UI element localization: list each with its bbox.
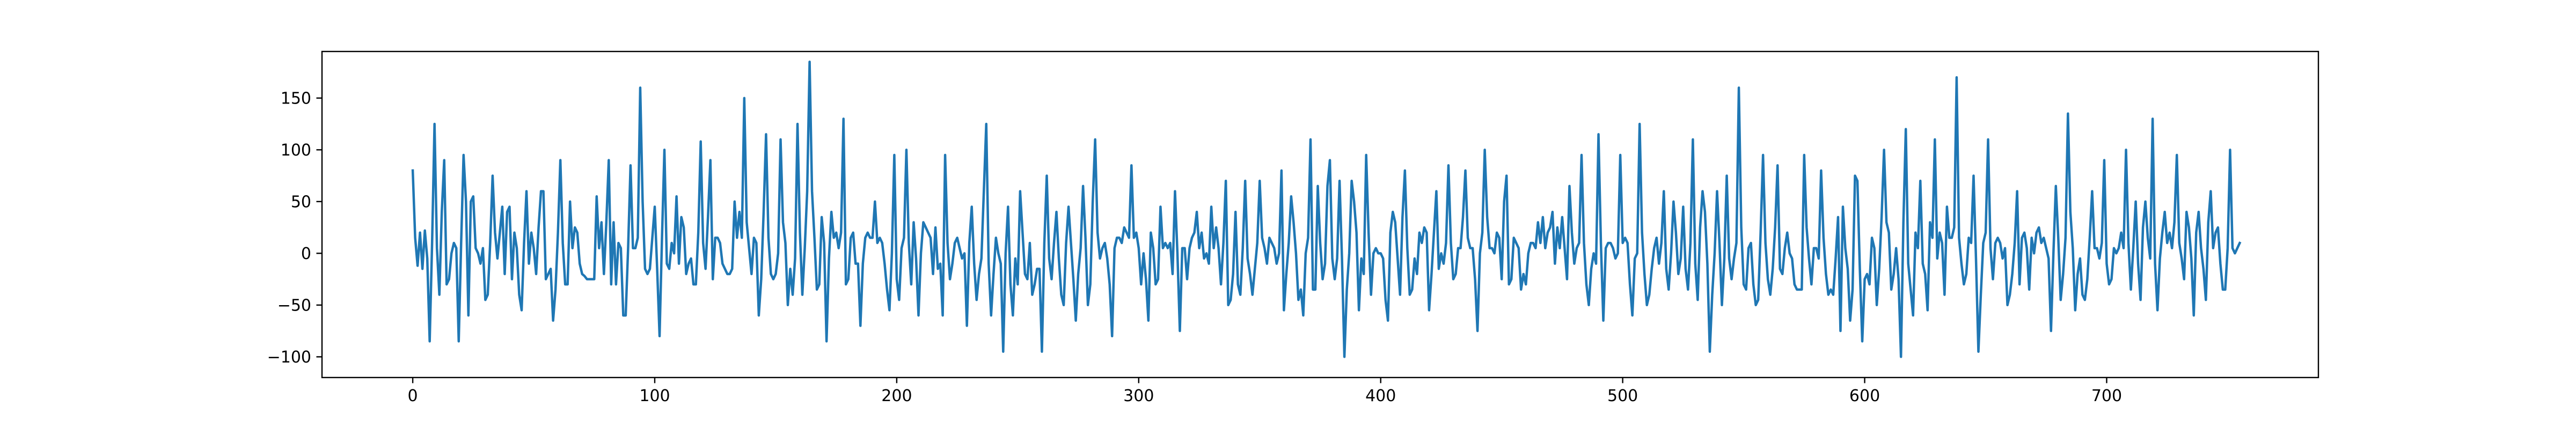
series-line-0 [411, 61, 2242, 358]
plot-frame [321, 50, 2319, 379]
y-tick-label: −50 [277, 296, 311, 315]
x-axis: 0 100 200 300 400 500 600 700 [408, 378, 2122, 405]
y-axis: −100 −50 0 50 100 150 [267, 89, 322, 367]
x-tick-label: 100 [639, 387, 670, 405]
x-tick-label: 0 [408, 387, 418, 405]
series-layer [411, 61, 2242, 358]
x-tick-label: 400 [1365, 387, 1396, 405]
y-tick-label: 0 [301, 245, 311, 263]
y-tick-label: 100 [281, 141, 311, 160]
y-tick-label: −100 [267, 348, 311, 367]
y-tick-label: 150 [281, 89, 311, 108]
x-tick-label: 600 [1849, 387, 1880, 405]
x-tick-label: 700 [2091, 387, 2122, 405]
x-tick-label: 200 [881, 387, 912, 405]
x-tick-label: 500 [1607, 387, 1638, 405]
y-tick-label: 50 [291, 193, 311, 211]
plot-area [322, 51, 2318, 378]
x-tick-label: 300 [1123, 387, 1154, 405]
